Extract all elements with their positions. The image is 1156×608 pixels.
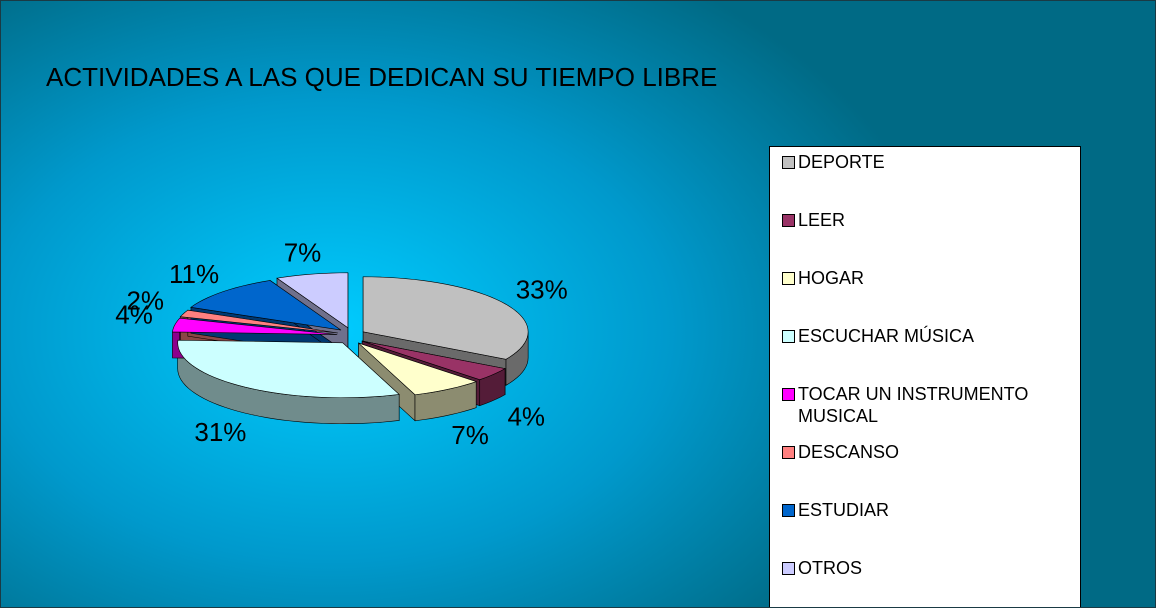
legend-swatch	[782, 214, 795, 227]
data-label: 2%	[126, 285, 164, 315]
data-label: 4%	[507, 402, 545, 432]
legend-label: ESCUCHAR MÚSICA	[798, 326, 975, 346]
slice	[362, 276, 529, 360]
legend-item: LEER	[782, 209, 1070, 267]
slice	[177, 339, 400, 399]
slice	[172, 317, 338, 335]
legend-item: DESCANSO	[782, 441, 1070, 499]
legend-item: OTROS	[782, 557, 1070, 607]
legend-item: ESTUDIAR	[782, 499, 1070, 557]
data-label: 11%	[169, 259, 219, 289]
data-label: 7%	[284, 238, 322, 268]
legend-swatch	[782, 330, 795, 343]
legend-swatch	[782, 446, 795, 459]
slice	[190, 280, 342, 331]
legend-swatch	[782, 272, 795, 285]
legend-item: ESCUCHAR MÚSICA	[782, 325, 1070, 383]
slice	[179, 309, 338, 334]
legend-swatch	[782, 156, 795, 169]
legend-label: DESCANSO	[798, 442, 900, 462]
slice	[358, 342, 478, 396]
legend-label: HOGAR	[798, 268, 865, 288]
legend-label: TOCAR UN INSTRUMENTO MUSICAL	[798, 384, 1029, 426]
legend-swatch	[782, 562, 795, 575]
data-label: 4%	[115, 299, 153, 329]
data-label: 7%	[451, 420, 489, 450]
legend-swatch	[782, 504, 795, 517]
legend-label: ESTUDIAR	[798, 500, 890, 520]
legend-item: HOGAR	[782, 267, 1070, 325]
legend-label: LEER	[798, 210, 846, 230]
slice	[362, 340, 506, 380]
data-label: 33%	[516, 274, 568, 304]
legend-label: DEPORTE	[798, 152, 885, 172]
data-label: 31%	[194, 417, 246, 447]
slice	[276, 272, 349, 329]
legend-item: DEPORTE	[782, 151, 1070, 209]
legend-item: TOCAR UN INSTRUMENTO MUSICAL	[782, 383, 1070, 441]
legend: DEPORTE LEER HOGAR ESCUCHAR MÚSICA TOCAR UN …	[769, 146, 1081, 607]
legend-label: OTROS	[798, 558, 863, 578]
legend-swatch	[782, 388, 795, 401]
chart-title: ACTIVIDADES A LAS QUE DEDICAN SU TIEMPO …	[46, 62, 717, 92]
